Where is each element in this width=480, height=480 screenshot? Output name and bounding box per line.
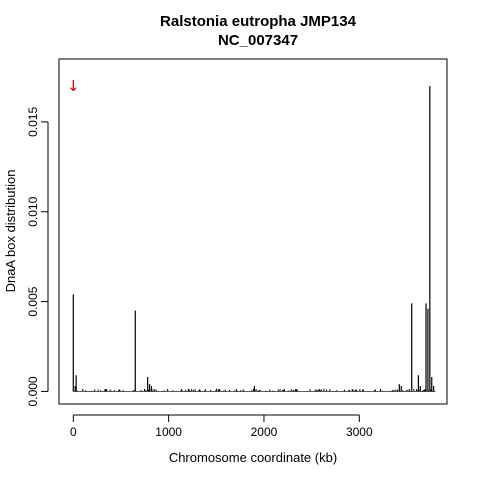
x-tick-label: 2000 [251,425,278,439]
y-tick-label: 0.005 [26,286,40,316]
x-tick-label: 3000 [346,425,373,439]
y-axis-label: DnaA box distribution [3,170,18,293]
chart-title: Ralstonia eutropha JMP134 [160,13,357,30]
data-bars [72,85,436,392]
chart-subtitle: NC_007347 [218,32,298,49]
plot-frame [58,58,448,405]
x-tick-label: 1000 [155,425,182,439]
x-axis: 0 1000 2000 3000 [70,414,373,439]
y-tick-label: 0.015 [26,107,40,137]
x-tick-label: 0 [70,425,77,439]
y-tick-label: 0.010 [26,196,40,226]
down-arrow-marker: ↓ [67,77,80,95]
y-axis: 0.000 0.005 0.010 0.015 [26,107,49,406]
x-axis-label: Chromosome coordinate (kb) [169,450,337,465]
y-tick-label: 0.000 [26,376,40,406]
